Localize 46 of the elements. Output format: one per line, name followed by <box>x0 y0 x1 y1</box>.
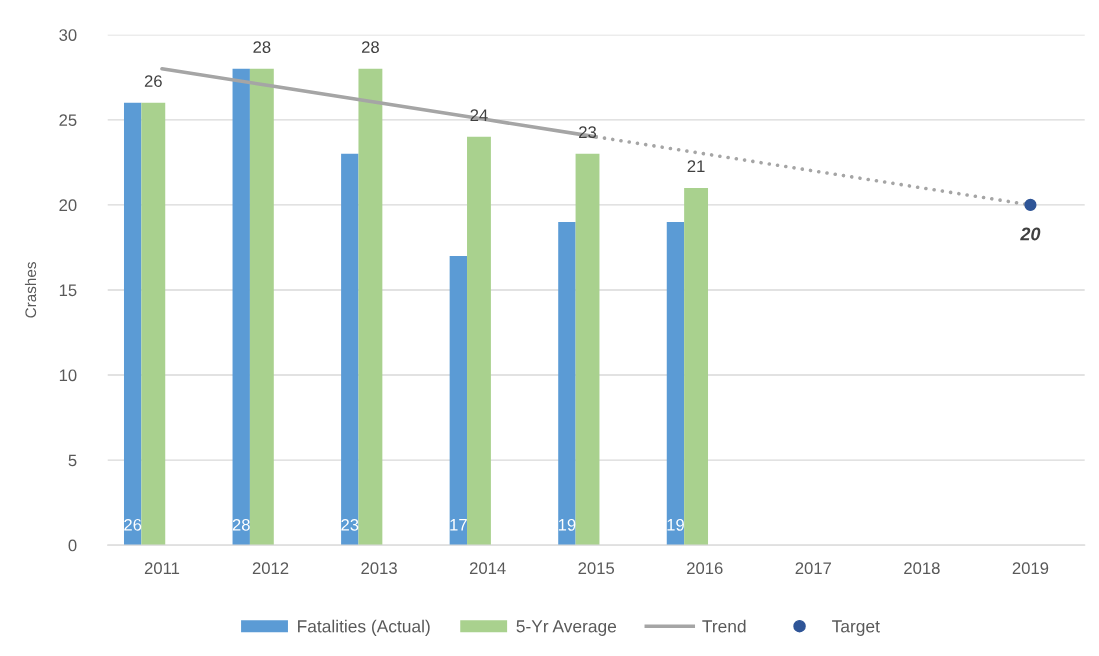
y-tick-label: 30 <box>59 29 77 41</box>
data-label: 26 <box>144 75 162 88</box>
data-label: 28 <box>361 41 379 53</box>
x-tick-label: 2011 <box>144 562 180 575</box>
y-tick-label: 0 <box>68 539 77 552</box>
legend-label: Target <box>832 620 880 636</box>
data-label: 24 <box>470 109 488 121</box>
bar <box>666 221 685 546</box>
y-tick-label: 5 <box>68 454 77 467</box>
data-label: 28 <box>253 41 271 53</box>
y-tick-label: 25 <box>59 114 77 127</box>
x-tick-label: 2017 <box>795 562 832 575</box>
bar <box>449 255 468 546</box>
data-label: 26 <box>124 518 142 531</box>
data-label: 19 <box>667 518 684 531</box>
legend-label: 5-Yr Average <box>516 620 617 636</box>
legend-label: Trend <box>702 619 746 633</box>
data-label: 21 <box>687 160 705 172</box>
x-tick-label: 2013 <box>361 562 397 575</box>
x-tick-label: 2019 <box>1012 562 1049 575</box>
bar <box>358 68 383 546</box>
data-label: 23 <box>579 126 597 139</box>
y-tick-label: 10 <box>59 369 77 382</box>
bar <box>575 153 600 546</box>
x-tick-label: 2016 <box>687 562 723 575</box>
bar <box>123 102 142 546</box>
x-tick-label: 2018 <box>904 562 940 575</box>
x-tick-label: 2015 <box>578 562 615 575</box>
data-label: 23 <box>341 518 359 531</box>
data-label: 28 <box>232 518 250 531</box>
x-tick-label: 2012 <box>252 562 289 575</box>
bar <box>558 221 576 546</box>
data-label: 19 <box>558 518 576 531</box>
bar <box>141 102 166 546</box>
bar <box>684 187 709 546</box>
data-label: 20 <box>1020 227 1041 241</box>
y-tick-label: 15 <box>59 284 77 297</box>
x-tick-label: 2014 <box>469 562 506 575</box>
legend-label: Fatalities (Actual) <box>298 619 430 636</box>
data-label: 17 <box>450 519 467 531</box>
bar <box>232 68 250 546</box>
y-tick-label: 20 <box>59 199 77 212</box>
y-axis-title: Crashes <box>24 262 37 318</box>
bar <box>467 136 491 546</box>
bar <box>341 153 359 546</box>
bar <box>249 68 274 546</box>
